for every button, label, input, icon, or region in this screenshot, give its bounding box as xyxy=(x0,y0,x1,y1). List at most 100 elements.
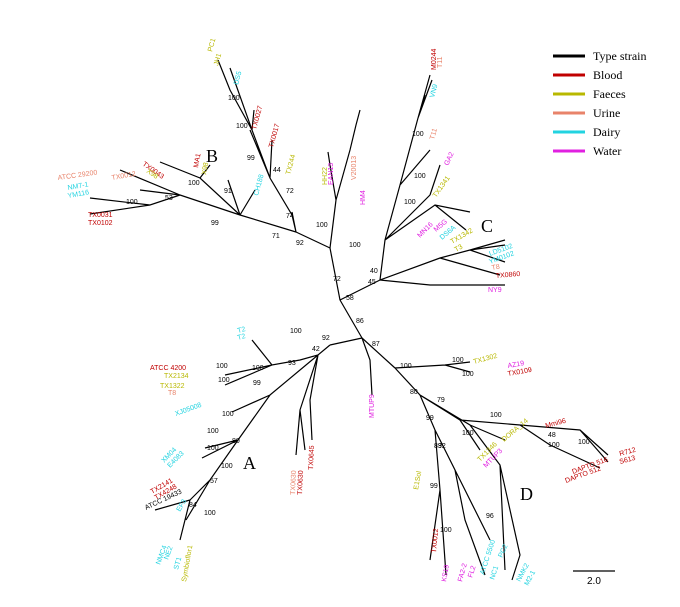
bootstrap-label: 53 xyxy=(165,195,173,202)
bootstrap-label: 96 xyxy=(486,513,494,520)
bootstrap-label: 100 xyxy=(462,430,474,437)
bootstrap-label: 100 xyxy=(228,95,240,102)
bootstrap-label: 100 xyxy=(207,445,219,452)
bootstrap-label: 80 xyxy=(232,438,240,445)
bootstrap-label: 100 xyxy=(218,377,230,384)
taxon-label: PC1 xyxy=(207,37,217,52)
tree-branches xyxy=(89,59,609,581)
bootstrap-label: 100 xyxy=(216,363,228,370)
taxon-label: TX2134 xyxy=(164,373,189,380)
bootstrap-label: 100 xyxy=(349,242,361,249)
bootstrap-label: 92 xyxy=(296,240,304,247)
bootstrap-label: 100 xyxy=(452,357,464,364)
taxon-label: Symbioflor1 xyxy=(181,545,194,583)
taxon-label: T11 xyxy=(429,127,439,140)
taxon-label: JH1 xyxy=(213,53,223,67)
cluster-label-c: C xyxy=(481,216,493,236)
taxon-label: ATCC 29200 xyxy=(57,169,98,182)
taxon-label: HM4 xyxy=(360,190,367,205)
bootstrap-label: 100 xyxy=(207,428,219,435)
bootstrap-label: 100 xyxy=(404,199,416,206)
bootstrap-label: 72 xyxy=(286,188,294,195)
taxon-label: FL2 xyxy=(467,565,477,579)
bootstrap-label: 84 xyxy=(189,502,197,509)
taxon-label: MTUP9 xyxy=(369,394,376,418)
taxon-label: NC1 xyxy=(489,565,500,581)
bootstrap-label: 86 xyxy=(356,318,364,325)
bootstrap-label: 58 xyxy=(346,295,354,302)
bootstrap-label: 72 xyxy=(333,276,341,283)
taxon-label: V20013 xyxy=(351,156,358,180)
legend-label: Urine xyxy=(593,106,620,120)
bootstrap-label: 100 xyxy=(462,371,474,378)
taxon-label: MN16 xyxy=(416,221,434,239)
taxon-label: M0244 xyxy=(431,48,438,70)
bootstrap-label: 92 xyxy=(438,443,446,450)
legend-label: Blood xyxy=(593,68,622,82)
taxon-label: T2 xyxy=(237,326,247,335)
taxon-label: TX1302 xyxy=(473,353,499,366)
legend-label: Faeces xyxy=(593,87,626,101)
bootstrap-label: 42 xyxy=(312,346,320,353)
taxon-label: T8 xyxy=(491,264,500,272)
taxon-label: ST1 xyxy=(173,556,183,570)
bootstrap-label: 100 xyxy=(414,173,426,180)
taxon-label: TX0630 xyxy=(297,470,305,495)
taxon-label: T11 xyxy=(437,56,444,68)
bootstrap-values: 100 100 99 72 74 44 91 100 53 100 99 71 … xyxy=(126,95,590,534)
taxon-label: NE2 xyxy=(163,545,174,560)
bootstrap-label: 100 xyxy=(490,412,502,419)
bootstrap-label: 48 xyxy=(548,432,556,439)
taxon-label: EAN13 xyxy=(328,163,335,185)
taxon-label: TX1322 xyxy=(160,383,185,390)
bootstrap-label: 40 xyxy=(370,268,378,275)
taxon-label: HH22 xyxy=(322,167,329,185)
taxon-label: YM116 xyxy=(67,189,90,200)
cluster-label-d: D xyxy=(520,484,533,504)
taxon-label: X98 xyxy=(201,162,210,176)
bootstrap-label: 83 xyxy=(434,443,442,450)
taxon-label: TX0031 xyxy=(88,212,113,219)
bootstrap-label: 87 xyxy=(372,341,380,348)
taxon-label: S613 xyxy=(619,455,637,466)
taxon-label: TX0102 xyxy=(88,220,113,227)
bootstrap-label: 79 xyxy=(437,397,445,404)
legend-label: Water xyxy=(593,144,621,158)
taxon-label: MA1 xyxy=(193,153,202,168)
bootstrap-label: 100 xyxy=(412,131,424,138)
clade-a-branches xyxy=(154,339,331,541)
bootstrap-label: 100 xyxy=(578,439,590,446)
bootstrap-label: 74 xyxy=(286,213,294,220)
bootstrap-label: 99 xyxy=(211,220,219,227)
taxon-label: ATCC 4200 xyxy=(150,365,186,372)
bootstrap-label: 71 xyxy=(272,233,280,240)
legend-label: Type strain xyxy=(593,49,646,63)
clade-b-branches xyxy=(89,59,331,249)
taxon-label: TX0109 xyxy=(507,367,532,378)
legend-label: Dairy xyxy=(593,125,620,139)
bootstrap-label: 91 xyxy=(224,188,232,195)
bootstrap-label: 100 xyxy=(222,411,234,418)
taxon-label: TX244 xyxy=(285,154,297,176)
cluster-label-a: A xyxy=(243,453,256,473)
taxon-label: T8 xyxy=(168,390,176,397)
taxon-label: CH188 xyxy=(253,174,265,197)
bootstrap-label: 92 xyxy=(322,335,330,342)
bootstrap-label: 99 xyxy=(253,380,261,387)
bootstrap-label: 99 xyxy=(247,155,255,162)
trunk-branch xyxy=(329,247,396,369)
taxon-label: TX0630 xyxy=(290,470,298,495)
bootstrap-label: 99 xyxy=(430,483,438,490)
taxon-label: NY9 xyxy=(488,287,502,294)
clade-d-branches xyxy=(361,337,609,581)
clade-c-branches xyxy=(379,74,506,286)
taxon-label: TX0027 xyxy=(251,105,264,131)
scale-bar-label: 2.0 xyxy=(587,576,601,587)
clade-mid-branches xyxy=(327,109,361,249)
bootstrap-label: 100 xyxy=(440,527,452,534)
bootstrap-label: 100 xyxy=(290,328,302,335)
taxon-label: TX0012 xyxy=(431,528,440,553)
taxon-label: XJ05008 xyxy=(174,402,202,418)
bootstrap-label: 100 xyxy=(221,463,233,470)
